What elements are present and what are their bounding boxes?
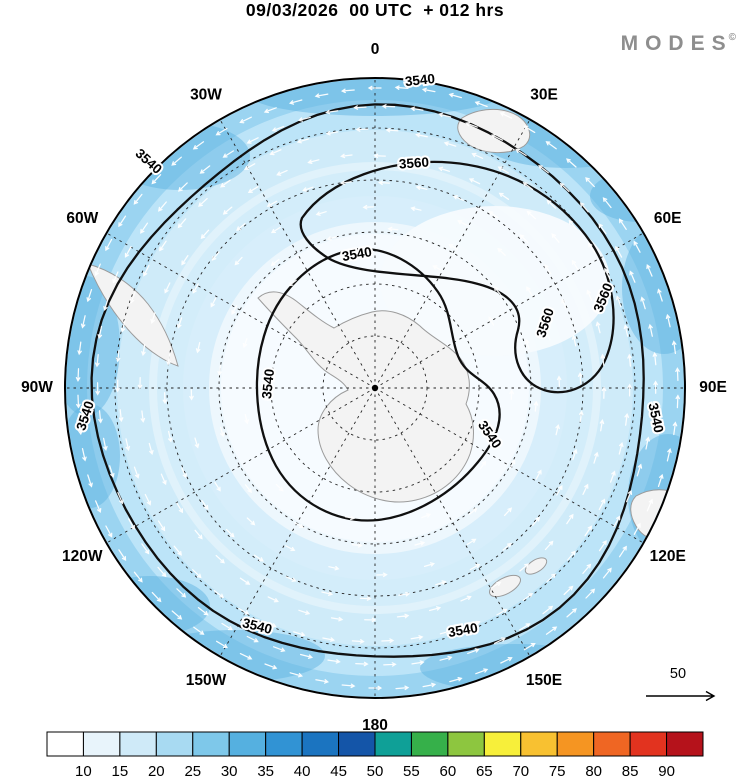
colorbar-tick: 25 — [184, 763, 201, 780]
colorbar-cell — [629, 731, 668, 757]
contour-label: 3540 — [404, 71, 435, 89]
colorbar-tick: 50 — [367, 763, 384, 780]
colorbar-tick: 55 — [403, 763, 420, 780]
copyright-mark: © — [728, 32, 736, 43]
compass-labels: 0 30E 60E 90E 120E 150E 180 150W 120W 90W 60W 30W — [21, 41, 727, 734]
compass-label: 120E — [650, 548, 686, 565]
new-zealand-island — [524, 557, 548, 575]
colorbar-tick: 10 — [75, 763, 92, 780]
colorbar-tick: 75 — [549, 763, 566, 780]
wind-reference-label: 50 — [670, 666, 686, 682]
modes-logo-text: MODES — [620, 32, 733, 55]
colorbar-tick: 85 — [622, 763, 639, 780]
contour-label: 3540 — [447, 620, 479, 640]
colorbar-cell — [301, 731, 340, 757]
wind-reference: 50 — [646, 666, 716, 702]
compass-label: 60W — [66, 210, 98, 227]
compass-label: 30E — [530, 86, 558, 103]
map-boundary — [64, 77, 686, 699]
wind-arrows — [75, 85, 681, 691]
compass-label: 60E — [654, 210, 682, 227]
colorbar-cell — [155, 731, 194, 757]
colorbar-cell — [338, 731, 376, 757]
colorbar-cell — [119, 731, 157, 757]
pole-dot — [371, 384, 379, 392]
colorbar-cell — [520, 731, 558, 757]
compass-label: 180 — [362, 717, 388, 734]
colorbar-tick: 40 — [294, 763, 311, 780]
contour-label: 3540 — [341, 244, 373, 264]
colorbar-cell — [46, 731, 84, 757]
colorbar-cell — [556, 731, 595, 757]
colorbar-tick: 45 — [330, 763, 347, 780]
compass-label: 0 — [371, 41, 380, 58]
colorbar-cell — [447, 731, 485, 757]
south-america-tip — [87, 263, 179, 367]
colorbar: 10 15 20 25 30 35 40 45 50 55 60 65 70 75 80 85 90 — [46, 731, 704, 780]
compass-label: 150E — [526, 672, 562, 689]
colorbar-tick: 65 — [476, 763, 493, 780]
colorbar-tick: 70 — [512, 763, 529, 780]
contour-3560 — [299, 160, 615, 394]
compass-label: 120W — [62, 548, 103, 565]
compass-label: 150W — [186, 672, 227, 689]
colorbar-cell — [228, 731, 267, 757]
colorbar-tick: 60 — [440, 763, 457, 780]
wind-reference-arrow — [646, 690, 716, 702]
graticule — [66, 79, 684, 697]
colorbar-tick: 35 — [257, 763, 274, 780]
colorbar-tick: 80 — [585, 763, 602, 780]
modes-logo: MODES© — [621, 32, 736, 56]
colorbar-tick: 20 — [148, 763, 165, 780]
compass-label: 90W — [21, 379, 53, 396]
colorbar-tick: 15 — [112, 763, 129, 780]
antarctica — [257, 291, 474, 503]
colorbar-cell — [374, 731, 412, 757]
colorbar-cell — [265, 731, 303, 757]
compass-label: 30W — [190, 86, 222, 103]
colorbar-cell — [82, 731, 121, 757]
compass-label: 90E — [699, 379, 727, 396]
contour-3540-outer — [90, 103, 645, 658]
colorbar-cell — [192, 731, 230, 757]
colorbar-tick: 30 — [221, 763, 238, 780]
contour-3540-inner — [255, 247, 501, 522]
colorbar-cell — [666, 731, 704, 757]
chart-title: 09/03/2026 00 UTC + 012 hrs — [245, 0, 505, 20]
colorbar-tick: 90 — [658, 763, 675, 780]
contour-label: 3540 — [259, 368, 277, 399]
colorbar-cell — [483, 731, 522, 757]
new-zealand-island — [489, 574, 521, 598]
colorbar-cell — [593, 731, 631, 757]
contour-label: 3560 — [398, 155, 429, 172]
height-contours — [90, 103, 645, 658]
colorbar-cell — [410, 731, 449, 757]
south-africa-tip — [457, 109, 531, 153]
